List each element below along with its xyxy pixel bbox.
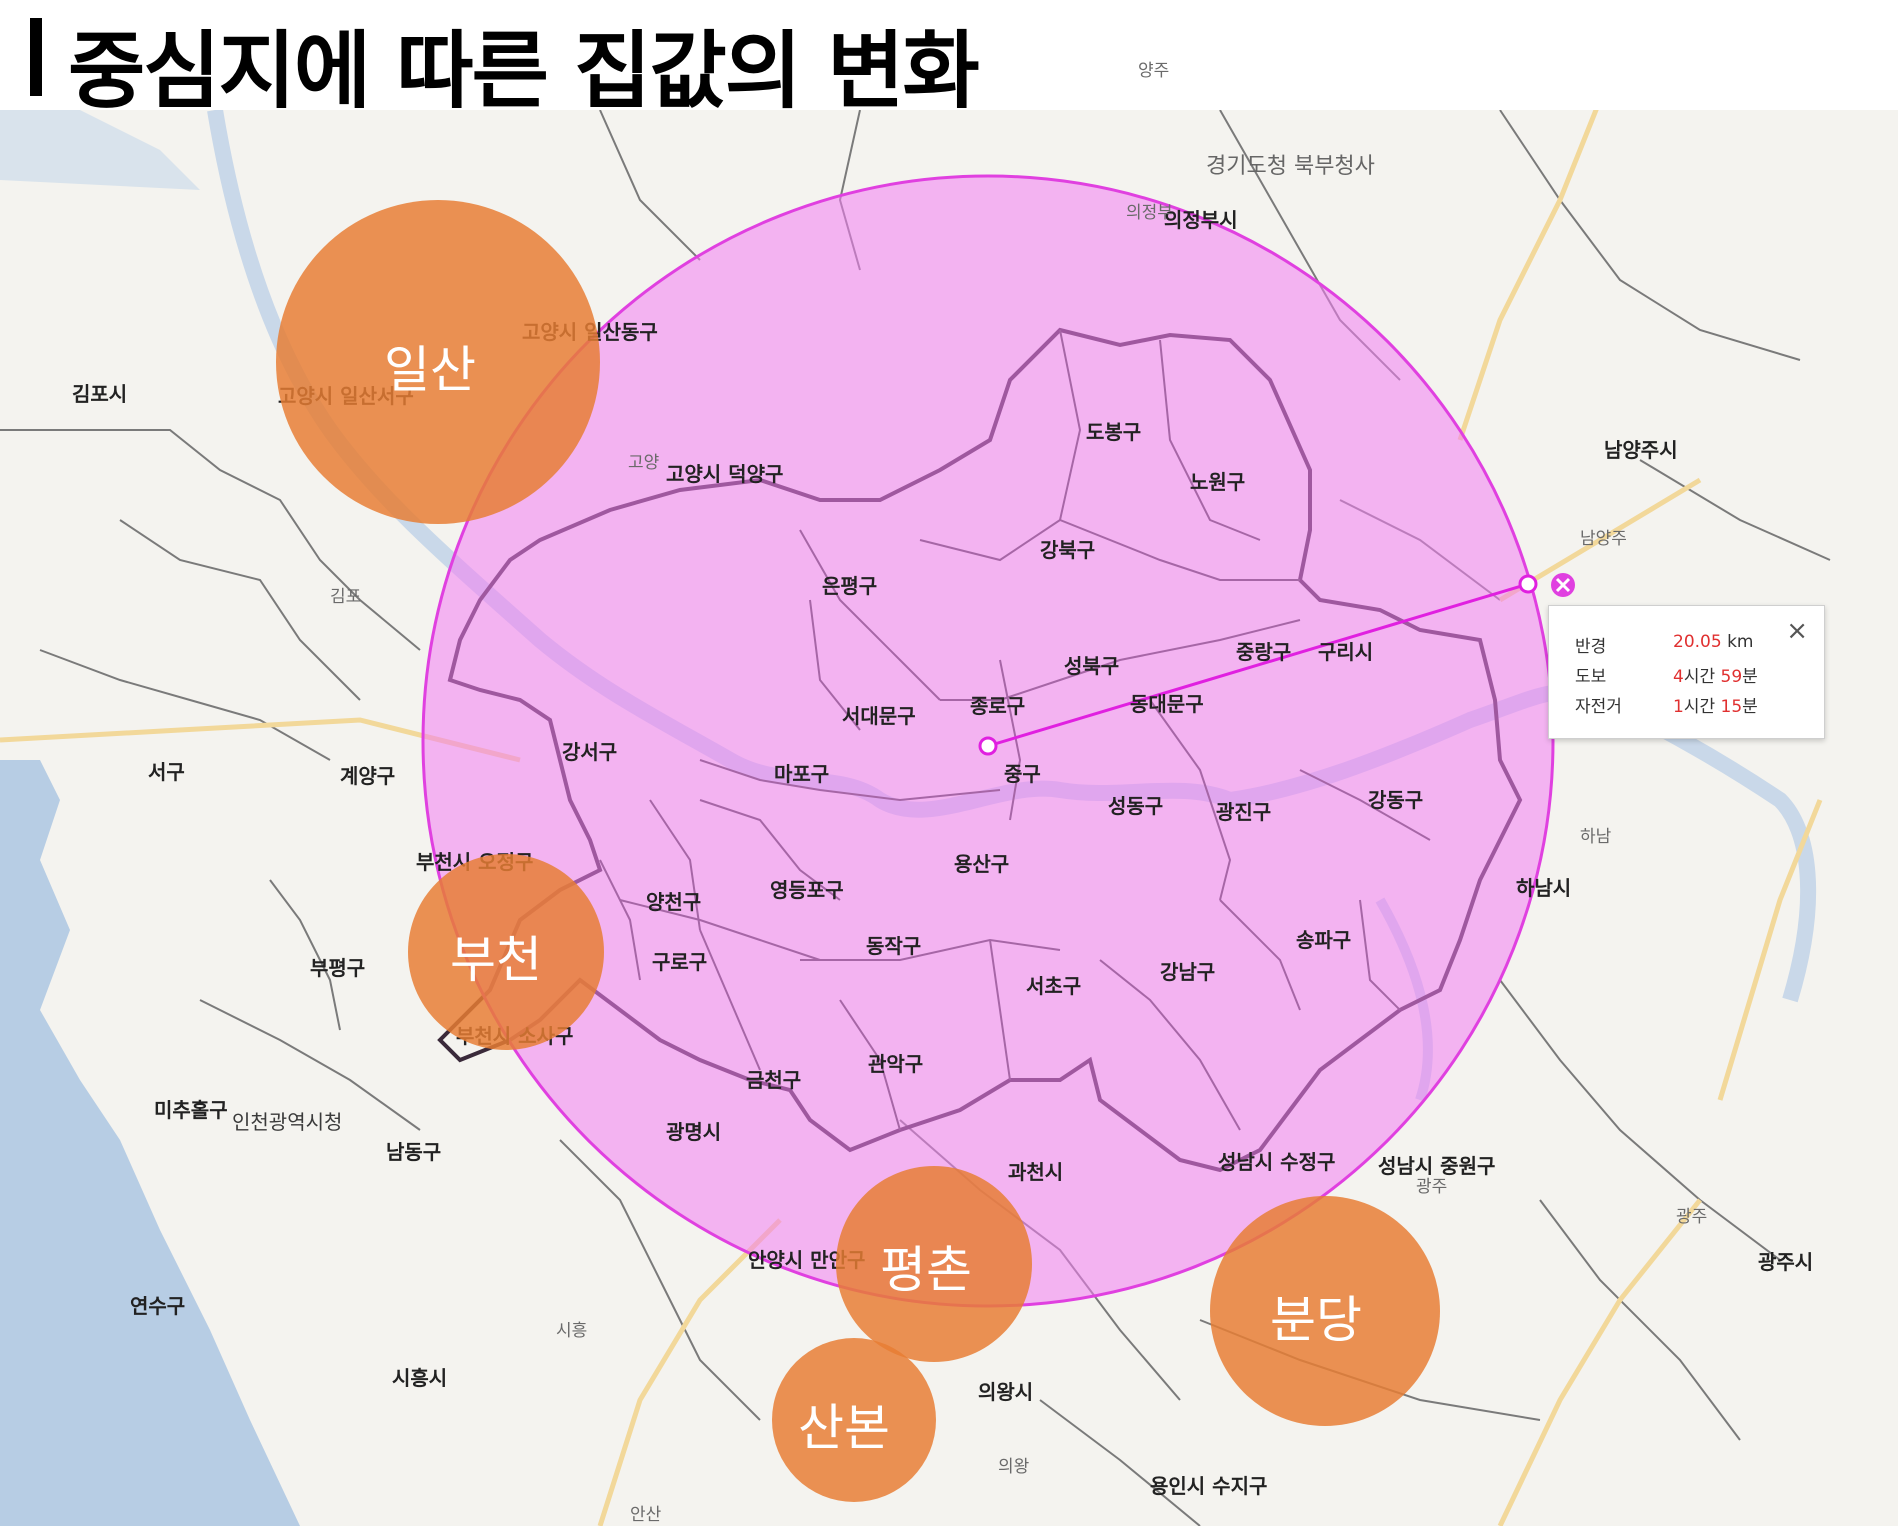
district-label: 고양시 덕양구	[666, 462, 784, 486]
area-label-pyeongchon: 평촌	[880, 1241, 972, 1299]
title-bar: 중심지에 따른 집값의 변화	[0, 0, 1898, 120]
area-circle-bundang[interactable]	[1210, 1196, 1440, 1426]
district-label: 관악구	[868, 1052, 924, 1076]
district-label: 의정부시	[1164, 208, 1238, 232]
place-label: 고양	[628, 453, 660, 473]
district-label: 연수구	[130, 1294, 186, 1318]
area-label-sanbon: 산본	[798, 1399, 890, 1457]
district-label: 광명시	[666, 1120, 722, 1144]
district-label: 도봉구	[1086, 420, 1142, 444]
page-title: 중심지에 따른 집값의 변화	[68, 22, 980, 120]
district-label: 중구	[1004, 762, 1041, 786]
district-label: 성남시 수정구	[1218, 1150, 1336, 1174]
place-label: 광주	[1416, 1177, 1448, 1197]
area-circle-sanbon[interactable]	[772, 1338, 936, 1502]
district-label: 하남시	[1516, 876, 1572, 900]
district-label: 구로구	[652, 950, 708, 974]
district-label: 부평구	[310, 956, 366, 980]
radius-info-popup: × 반경 20.05 km 도보 4시간 59분 자전거 1시간 15분	[1548, 605, 1825, 739]
district-label: 서구	[148, 760, 185, 784]
area-circle-ilsan[interactable]	[276, 200, 600, 524]
district-label: 서초구	[1026, 974, 1082, 998]
district-label: 강동구	[1368, 788, 1424, 812]
area-label-bucheon: 부천	[450, 931, 542, 989]
radius-center-marker[interactable]	[978, 736, 998, 756]
district-label: 송파구	[1296, 928, 1352, 952]
district-label: 동대문구	[1130, 692, 1204, 716]
place-label: 의왕	[998, 1457, 1030, 1477]
district-label: 은평구	[822, 574, 878, 598]
district-label: 의왕시	[978, 1380, 1034, 1404]
district-label: 미추홀구	[154, 1098, 228, 1122]
place-label: 남양주	[1580, 529, 1627, 549]
radius-line	[987, 582, 1529, 748]
popup-value-bike: 1시간 15분	[1673, 697, 1758, 717]
district-label: 양천구	[646, 890, 702, 914]
district-label: 계양구	[340, 764, 396, 788]
district-label: 성남시 중원구	[1378, 1154, 1496, 1178]
popup-label: 반경	[1575, 637, 1607, 657]
district-label: 경기도청 북부청사	[1206, 154, 1375, 179]
district-label: 노원구	[1190, 470, 1246, 494]
close-icon[interactable]: ×	[1786, 616, 1808, 646]
area-circle-bucheon[interactable]	[408, 854, 604, 1050]
district-label: 종로구	[970, 694, 1026, 718]
district-label: 중랑구	[1236, 640, 1292, 664]
district-label: 강남구	[1160, 960, 1216, 984]
district-label: 과천시	[1008, 1160, 1064, 1184]
title-accent-bar	[30, 18, 42, 96]
place-label: 안산	[630, 1505, 662, 1525]
district-label: 영등포구	[770, 878, 844, 902]
district-label: 서대문구	[842, 704, 916, 728]
area-label-bundang: 분당	[1270, 1291, 1362, 1349]
district-label: 시흥시	[392, 1366, 448, 1390]
place-label: 광주	[1676, 1207, 1708, 1227]
district-label: 마포구	[774, 762, 830, 786]
district-label: 남동구	[386, 1140, 442, 1164]
district-label: 구리시	[1318, 640, 1374, 664]
popup-value-radius: 20.05 km	[1673, 632, 1754, 652]
radius-end-marker[interactable]	[1518, 574, 1538, 594]
place-label: 시흥	[556, 1321, 588, 1341]
area-circle-pyeongchon[interactable]	[836, 1166, 1032, 1362]
district-label: 인천광역시청	[232, 1110, 343, 1134]
place-label: 양주	[1138, 61, 1170, 81]
district-label: 용산구	[954, 852, 1010, 876]
district-label: 김포시	[72, 382, 128, 406]
popup-value-walk: 4시간 59분	[1673, 667, 1758, 687]
district-label: 동작구	[866, 934, 922, 958]
district-label: 금천구	[746, 1068, 802, 1092]
district-label: 성동구	[1108, 794, 1164, 818]
place-label: 의정부	[1126, 203, 1173, 223]
district-label: 성북구	[1064, 654, 1120, 678]
popup-label: 도보	[1575, 667, 1607, 687]
area-label-ilsan: 일산	[384, 341, 476, 399]
district-label: 광주시	[1758, 1250, 1814, 1274]
district-label: 강서구	[562, 740, 618, 764]
district-label: 남양주시	[1604, 438, 1678, 462]
district-label: 광진구	[1216, 800, 1272, 824]
place-label: 김포	[330, 587, 362, 607]
district-label: 강북구	[1040, 538, 1096, 562]
sea	[0, 760, 300, 1526]
place-label: 하남	[1580, 827, 1612, 847]
district-label: 용인시 수지구	[1150, 1474, 1268, 1498]
popup-label: 자전거	[1575, 697, 1622, 717]
